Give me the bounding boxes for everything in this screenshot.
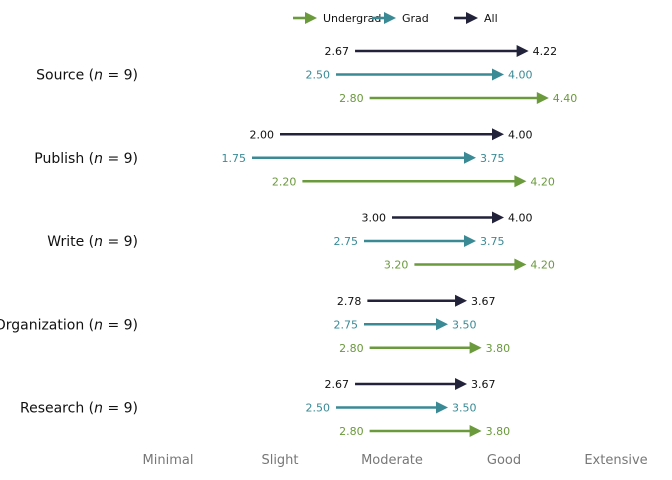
arrow-research-undergrad-head [469,425,482,437]
value-label-to-research-undergrad: 3.80 [486,425,511,438]
group-research: Research (n = 9) 2.67 3.67 2.50 3.50 2.80 3.80 [20,378,510,438]
x-tick-extensive: Extensive [584,453,647,468]
arrow-organization-grad [364,318,448,331]
arrow-organization-undergrad-head [469,341,482,354]
value-label-from-write-all: 3.00 [362,212,387,225]
arrow-source-undergrad-head [536,92,549,104]
arrow-research-grad-head [436,401,448,414]
group-publish: Publish (n = 9) 2.00 4.00 1.75 3.75 2.20 4.20 [34,128,555,188]
legend-label-grad: Grad [402,12,429,25]
arrow-write-all-head [492,211,504,224]
x-tick-moderate: Moderate [361,453,423,468]
value-label-from-organization-all: 2.78 [337,295,362,308]
value-label-from-source-all: 2.67 [325,45,350,58]
value-label-to-organization-grad: 3.50 [452,318,477,331]
category-label-research: Research (n = 9) [20,401,138,417]
arrow-publish-all-head [492,128,504,141]
arrow-research-all [355,378,468,390]
arrow-research-all-head [455,378,468,390]
arrow-source-grad-head [492,68,504,81]
arrow-source-undergrad [369,92,549,104]
value-label-from-source-undergrad: 2.80 [339,92,364,105]
arrow-write-undergrad-head [514,258,527,271]
arrow-organization-all-head [455,294,468,307]
value-label-to-research-all: 3.67 [471,378,496,391]
arrow-source-grad [336,68,504,81]
plot-area: Source (n = 9) 2.67 4.22 2.50 4.00 2.80 4.40 Pu… [0,45,577,438]
value-label-from-organization-undergrad: 2.80 [339,342,364,355]
x-axis: Minimal Slight Moderate Good Extensive [143,453,648,468]
legend-key-undergrad-head [305,12,317,24]
value-label-to-publish-undergrad: 4.20 [530,175,555,188]
legend-label-undergrad: Undergrad [323,12,381,25]
legend-key-undergrad [293,12,317,24]
group-source: Source (n = 9) 2.67 4.22 2.50 4.00 2.80 4.40 [36,45,577,105]
arrow-research-grad [336,401,448,414]
x-tick-good: Good [487,453,521,468]
arrow-write-all [392,211,504,224]
arrow-organization-undergrad [369,341,482,354]
value-label-to-research-grad: 3.50 [452,402,477,415]
value-label-to-organization-all: 3.67 [471,295,496,308]
value-label-to-write-all: 4.00 [508,212,533,225]
arrow-write-grad-head [464,235,476,247]
value-label-to-source-grad: 4.00 [508,69,533,82]
legend-item-undergrad: Undergrad [293,12,381,25]
value-label-to-publish-grad: 3.75 [480,152,505,165]
legend: Undergrad Grad All [293,12,498,25]
legend-key-all-head [466,12,478,24]
group-write: Write (n = 9) 3.00 4.00 2.75 3.75 3.20 4.20 [47,211,555,272]
legend-item-grad: Grad [372,12,429,25]
x-tick-slight: Slight [261,453,298,468]
value-label-from-publish-all: 2.00 [250,128,275,141]
value-label-from-organization-grad: 2.75 [334,318,359,331]
arrow-organization-grad-head [436,318,448,331]
value-label-to-write-undergrad: 4.20 [530,259,555,272]
legend-key-grad-head [384,12,396,24]
value-label-from-publish-undergrad: 2.20 [272,175,297,188]
value-label-to-organization-undergrad: 3.80 [486,342,511,355]
category-label-organization: Organization (n = 9) [0,317,138,333]
value-label-to-source-undergrad: 4.40 [553,92,578,105]
arrow-research-undergrad [369,425,482,437]
arrow-publish-undergrad [302,175,527,188]
category-label-publish: Publish (n = 9) [34,151,138,167]
value-label-from-write-undergrad: 3.20 [384,259,409,272]
value-label-from-source-grad: 2.50 [306,69,331,82]
arrow-write-undergrad [414,258,527,271]
legend-key-all [454,12,478,24]
category-label-source: Source (n = 9) [36,68,138,84]
value-label-to-write-grad: 3.75 [480,235,505,248]
arrow-publish-undergrad-head [514,175,527,188]
value-label-from-research-undergrad: 2.80 [339,425,364,438]
value-label-from-publish-grad: 1.75 [222,152,247,165]
arrow-source-all-head [516,45,529,57]
arrow-publish-grad [252,151,476,164]
value-label-from-research-all: 2.67 [325,378,350,391]
arrow-source-all [355,45,529,57]
value-label-to-publish-all: 4.00 [508,128,533,141]
value-label-to-source-all: 4.22 [533,45,558,58]
group-organization: Organization (n = 9) 2.78 3.67 2.75 3.50 2.80… [0,294,511,355]
arrow-write-grad [364,235,476,247]
value-label-from-research-grad: 2.50 [306,402,331,415]
legend-item-all: All [454,12,498,25]
arrow-publish-all [280,128,504,141]
legend-key-grad [372,12,396,24]
x-tick-minimal: Minimal [143,453,194,468]
arrow-publish-grad-head [464,151,476,164]
arrow-organization-all [367,294,468,307]
legend-label-all: All [484,12,498,25]
category-label-write: Write (n = 9) [47,234,138,250]
value-label-from-write-grad: 2.75 [334,235,359,248]
